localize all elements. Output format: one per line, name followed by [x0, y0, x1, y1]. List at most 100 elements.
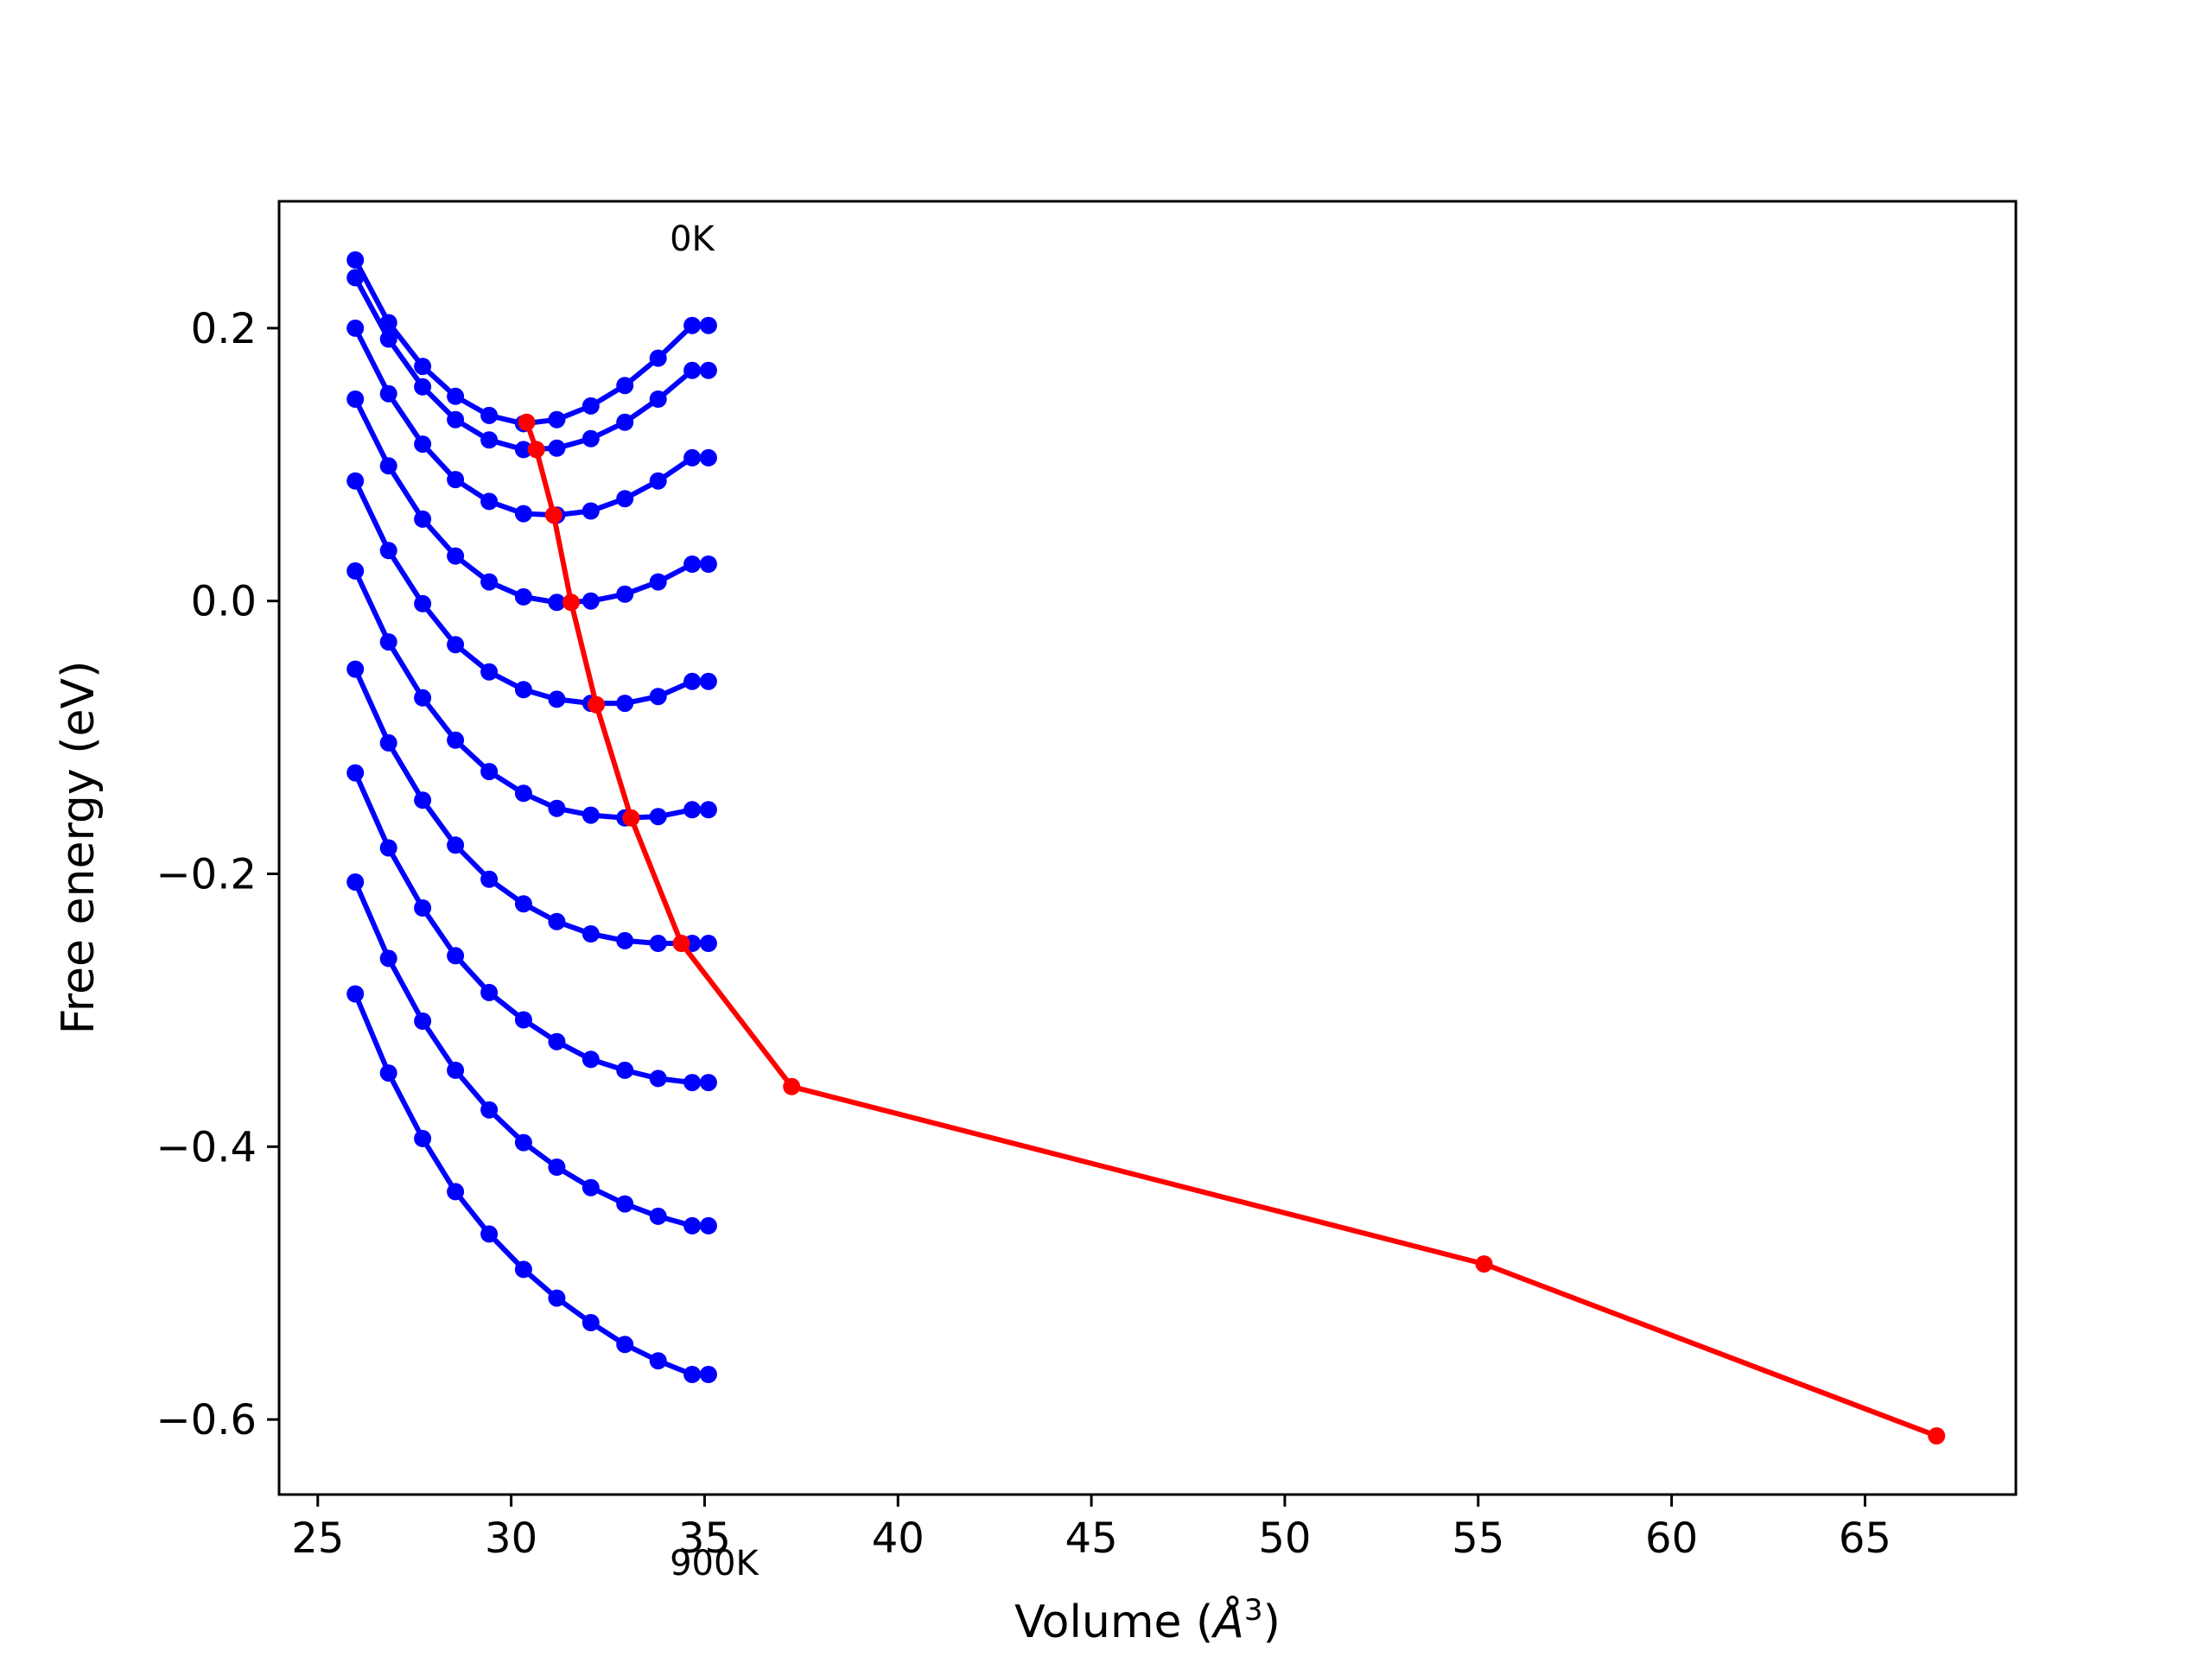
isotherm-point-6-7 — [582, 925, 600, 943]
x-axis-label-close: ) — [1263, 1596, 1281, 1648]
isotherm-point-1-4 — [480, 431, 499, 449]
isotherm-point-2-0 — [346, 319, 365, 337]
isotherm-point-9-6 — [548, 1289, 566, 1307]
isotherm-point-6-3 — [447, 836, 465, 854]
isotherm-point-6-1 — [379, 733, 397, 752]
isotherm-point-7-9 — [649, 1070, 667, 1088]
x-axis-label-exponent: 3 — [1244, 1593, 1263, 1628]
isotherm-point-4-4 — [480, 663, 499, 681]
isotherm-point-7-6 — [548, 1032, 566, 1050]
x-tick-label-55: 55 — [1452, 1514, 1504, 1563]
x-tick-label-40: 40 — [872, 1514, 925, 1563]
isotherm-point-5-2 — [414, 689, 432, 707]
isotherm-point-7-11 — [699, 1074, 717, 1092]
y-tick-label-0: 0.0 — [191, 578, 257, 626]
isotherm-point-0-2 — [414, 358, 432, 376]
isotherm-point-8-0 — [346, 873, 365, 891]
isotherm-point-1-0 — [346, 269, 365, 287]
isotherm-point-9-2 — [414, 1129, 432, 1147]
isotherm-point-2-10 — [683, 448, 702, 467]
isotherm-point-0-0 — [346, 251, 365, 269]
isotherm-point-9-7 — [582, 1314, 600, 1331]
isotherm-point-4-3 — [447, 636, 465, 654]
isotherm-point-8-10 — [683, 1216, 702, 1235]
x-axis-label-unit: Å — [1211, 1595, 1244, 1648]
isotherm-point-5-7 — [582, 806, 600, 824]
isotherm-point-7-5 — [514, 1011, 532, 1029]
equilibrium-point-2 — [544, 506, 563, 524]
isotherm-point-9-9 — [649, 1352, 667, 1370]
isotherm-point-8-4 — [480, 1101, 499, 1119]
isotherm-point-6-9 — [649, 935, 667, 952]
isotherm-point-1-6 — [548, 439, 566, 457]
isotherm-point-4-1 — [379, 542, 397, 560]
isotherm-point-4-5 — [514, 681, 532, 699]
isotherm-series-layer — [346, 251, 717, 1383]
y-tick-label--0.6: −0.6 — [156, 1396, 257, 1444]
isotherm-point-3-2 — [414, 510, 432, 528]
isotherm-point-2-1 — [379, 384, 397, 403]
isotherm-point-3-8 — [616, 585, 634, 603]
equilibrium-point-0 — [518, 413, 536, 431]
isotherm-point-9-11 — [699, 1366, 717, 1383]
isotherm-point-7-7 — [582, 1050, 600, 1069]
isotherm-point-6-0 — [346, 660, 365, 678]
equilibrium-point-4 — [588, 695, 606, 714]
isotherm-point-6-8 — [616, 931, 634, 949]
isotherm-point-0-7 — [582, 397, 600, 415]
isotherm-point-7-1 — [379, 839, 397, 857]
x-axis-label-text: Volume ( — [1014, 1596, 1213, 1648]
isotherm-point-8-5 — [514, 1133, 532, 1152]
x-tick-label-25: 25 — [291, 1514, 344, 1563]
isotherm-point-1-7 — [582, 429, 600, 447]
isotherm-point-1-1 — [379, 330, 397, 348]
isotherm-point-5-6 — [548, 799, 566, 817]
isotherm-point-0-10 — [683, 316, 702, 334]
isotherm-point-8-1 — [379, 949, 397, 968]
isotherm-point-7-4 — [480, 983, 499, 1001]
isotherm-point-2-3 — [447, 471, 465, 489]
isotherm-point-0-11 — [699, 316, 717, 334]
isotherm-point-3-11 — [699, 555, 717, 573]
isotherm-point-2-5 — [514, 505, 532, 523]
isotherm-point-3-1 — [379, 457, 397, 475]
isotherm-point-1-11 — [699, 361, 717, 379]
equilibrium-point-3 — [563, 593, 580, 612]
equilibrium-point-6 — [672, 935, 690, 952]
isotherm-point-3-3 — [447, 547, 465, 565]
isotherm-point-4-6 — [548, 690, 566, 708]
equilibrium-series-layer — [518, 413, 1946, 1445]
isotherm-point-1-5 — [514, 441, 532, 459]
isotherm-point-8-9 — [649, 1207, 667, 1225]
isotherm-point-4-8 — [616, 695, 634, 713]
isotherm-point-5-4 — [480, 763, 499, 781]
equilibrium-point-7 — [783, 1077, 801, 1095]
isotherm-point-2-2 — [414, 435, 432, 454]
isotherm-point-4-9 — [649, 688, 667, 706]
equilibrium-point-1 — [527, 441, 545, 459]
isotherm-point-2-4 — [480, 492, 499, 511]
isotherm-point-6-4 — [480, 870, 499, 888]
isotherm-point-9-5 — [514, 1260, 532, 1279]
y-axis-label: Free energy (eV) — [53, 661, 105, 1035]
isotherm-point-9-10 — [683, 1366, 702, 1383]
isotherm-point-4-2 — [414, 594, 432, 613]
isotherm-point-5-1 — [379, 633, 397, 651]
isotherm-point-9-4 — [480, 1225, 499, 1243]
isotherm-point-7-2 — [414, 899, 432, 917]
x-tick-label-30: 30 — [485, 1514, 537, 1563]
isotherm-point-8-7 — [582, 1178, 600, 1196]
x-tick-label-45: 45 — [1065, 1514, 1118, 1563]
isotherm-point-5-3 — [447, 731, 465, 749]
isotherm-point-1-2 — [414, 378, 432, 396]
x-tick-label-50: 50 — [1258, 1514, 1311, 1563]
isotherm-point-5-11 — [699, 801, 717, 819]
y-tick-label--0.4: −0.4 — [156, 1123, 257, 1171]
isotherm-point-5-0 — [346, 562, 365, 580]
plot-area-frame — [277, 200, 2018, 1496]
isotherm-point-0-4 — [480, 406, 499, 424]
isotherm-point-8-3 — [447, 1061, 465, 1079]
isotherm-point-1-8 — [616, 413, 634, 431]
